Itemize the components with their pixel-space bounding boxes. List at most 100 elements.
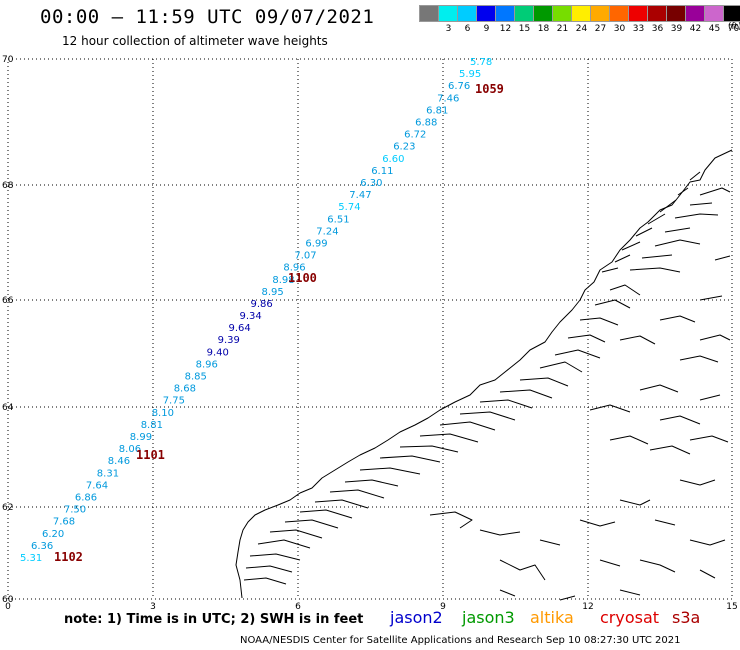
lat-tick-label: 68 [2,181,14,191]
legend-label: 36 [651,24,664,34]
map-title: 00:00 – 11:59 UTC 09/07/2021 [40,6,375,28]
legend-swatch: 6 [457,5,478,35]
legend-color [457,5,478,22]
legend-label: 24 [575,24,588,34]
pass-time-label: 1100 [288,271,317,285]
footnote: note: 1) Time is in UTC; 2) SWH is in fe… [64,612,364,627]
swh-value: 6.72 [404,130,426,141]
credit-line: NOAA/NESDIS Center for Satellite Applica… [240,635,681,646]
lon-tick-label: 6 [295,602,301,612]
legend-label: 21 [556,24,569,34]
swh-value: 7.50 [64,505,86,516]
legend-label: 33 [632,24,645,34]
swh-value: 6.60 [382,154,404,165]
legend-label: 3 [445,24,452,34]
swh-value: 6.23 [393,142,415,153]
swh-value: 8.10 [152,408,174,419]
legend-color [495,5,516,22]
swh-value: 5.78 [470,57,492,68]
legend-color [590,5,611,22]
legend-color [666,5,687,22]
legend-color [438,5,459,22]
map-subtitle: 12 hour collection of altimeter wave hei… [62,34,328,48]
legend-color [419,5,440,22]
legend-color [609,5,630,22]
swh-value: 6.86 [75,493,97,504]
swh-value: 8.96 [283,263,305,274]
legend-swatch: 3 [438,5,459,35]
satellite-altika: altika [530,608,574,627]
swh-value: 9.86 [251,299,273,310]
swh-value: 6.11 [371,166,393,177]
swh-value: 6.76 [448,81,470,92]
swh-value: 5.95 [459,69,481,80]
lat-tick-label: 70 [2,55,14,65]
legend-swatch: 70 [723,5,740,35]
swh-value: 8.31 [97,468,119,479]
swh-value: 5.74 [338,202,360,213]
altimeter-track: 5.785.956.767.466.81 6.886.726.236.606.11… [20,57,492,564]
swh-value: 7.07 [294,251,316,262]
legend-swatch: 24 [571,5,592,35]
legend-swatch: 9 [476,5,497,35]
coastline [235,149,733,601]
swh-value: 6.81 [426,105,448,116]
legend-swatch: 27 [590,5,611,35]
legend-swatch: 15 [514,5,535,35]
pass-time-label: 1059 [475,82,504,96]
satellite-cryosat: cryosat [600,608,660,627]
legend-label: 42 [689,24,702,34]
swh-value: 9.40 [207,347,229,358]
legend-color [685,5,706,22]
legend-label: 12 [499,24,512,34]
swh-value: 8.68 [174,384,196,395]
swh-value: 7.68 [53,517,75,528]
legend-swatch: 45 [704,5,725,35]
swh-value: 6.36 [31,541,53,552]
swh-value: 8.46 [108,456,130,467]
legend-unit: (ft) [728,22,740,32]
swh-value: 9.64 [229,323,251,334]
swh-value: 7.47 [349,190,371,201]
latitude-tick-labels: 60 62 64 66 68 70 [2,55,14,605]
legend-swatch: 36 [647,5,668,35]
swh-value: 8.95 [262,287,284,298]
lon-tick-label: 12 [582,602,593,612]
legend-swatch [419,5,440,35]
legend-label: 6 [464,24,471,34]
track-time-labels: 1059 1100 1101 1102 [54,82,504,564]
swh-value: 7.64 [86,480,108,491]
legend-swatch: 12 [495,5,516,35]
legend-label: 45 [708,24,721,34]
lat-lon-grid [7,58,733,600]
lat-tick-label: 64 [2,403,14,413]
swh-value: 6.99 [305,239,327,250]
swh-value: 6.51 [327,214,349,225]
pass-time-label: 1102 [54,550,83,564]
legend-color [514,5,535,22]
legend-color [533,5,554,22]
satellite-jason3: jason3 [462,608,515,627]
swh-value: 8.85 [185,372,207,383]
legend-label: 9 [483,24,490,34]
legend-swatch: 30 [609,5,630,35]
legend-label: 30 [613,24,626,34]
legend-label: 27 [594,24,607,34]
lat-tick-label: 66 [2,296,14,306]
legend-label: 18 [537,24,550,34]
swh-value: 8.96 [196,359,218,370]
legend-color [628,5,649,22]
legend-label: 15 [518,24,531,34]
lon-tick-label: 9 [440,602,446,612]
legend-swatch: 33 [628,5,649,35]
legend-label: 70 [727,24,740,34]
lon-tick-label: 15 [726,602,737,612]
legend-swatch: 21 [552,5,573,35]
swh-value: 7.46 [437,93,459,104]
longitude-tick-labels: 0 3 6 9 12 15 [5,602,738,612]
lon-tick-label: 3 [150,602,156,612]
lon-tick-label: 0 [5,602,11,612]
satellite-s3a: s3a [672,608,701,627]
